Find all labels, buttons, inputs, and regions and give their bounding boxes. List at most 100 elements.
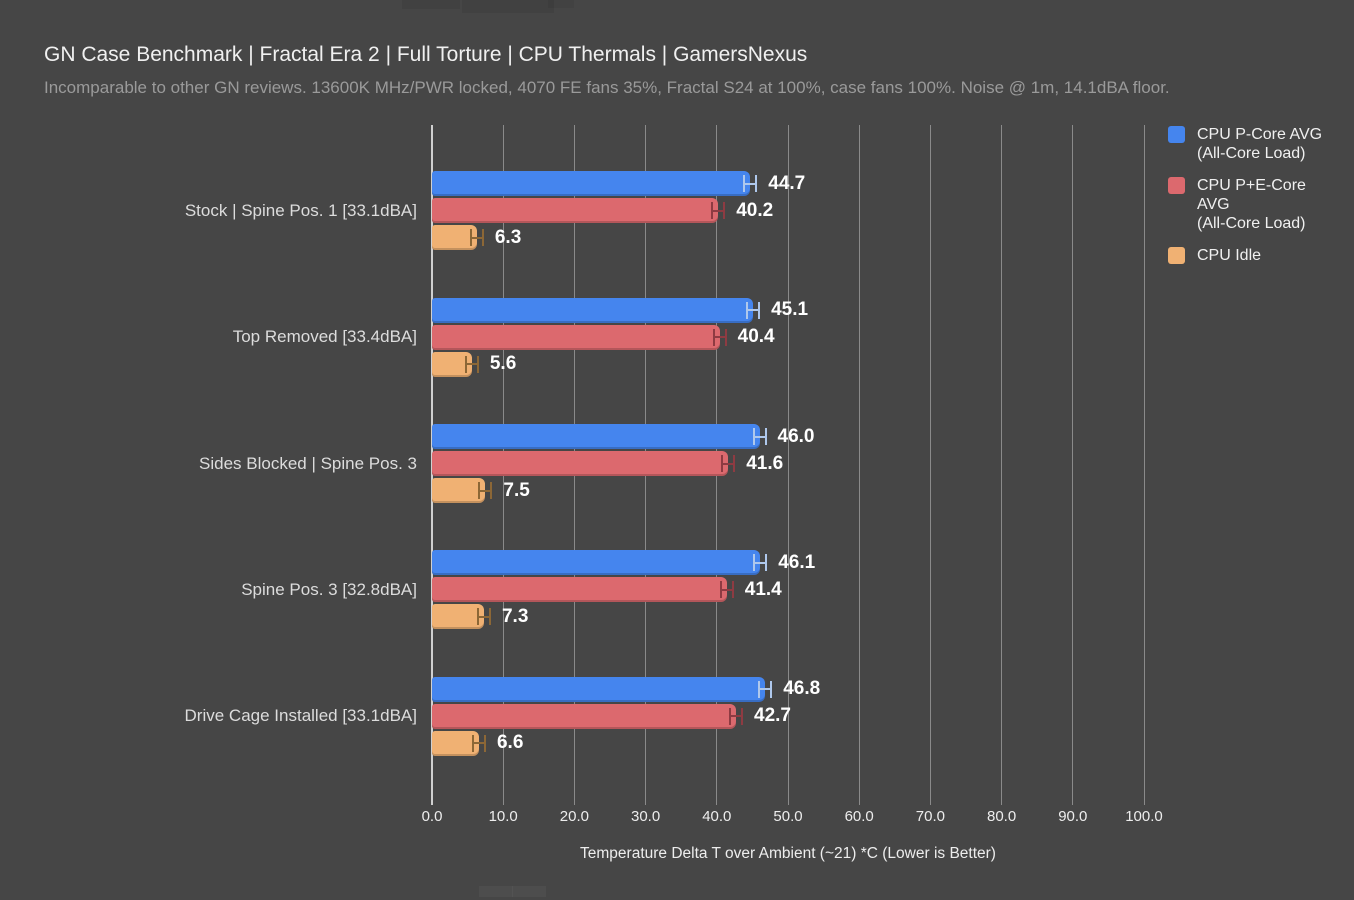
bar-cpu-p-e-core-avg-all-core-load- [432, 451, 729, 477]
value-label: 40.2 [736, 199, 774, 221]
bar-row: 46.0 [432, 424, 1144, 450]
error-bar [476, 608, 491, 626]
watermark-artifact [479, 886, 513, 897]
error-line [752, 435, 767, 438]
x-axis-label: Temperature Delta T over Ambient (~21) *… [580, 845, 996, 862]
error-bar [753, 554, 768, 572]
bar-cpu-p-core-avg-all-core-load- [432, 171, 751, 197]
error-line [743, 182, 758, 185]
gridline [1072, 125, 1074, 805]
legend-label: CPU P+E-Core AVG (All-Core Load) [1197, 177, 1306, 232]
value-label: 41.4 [744, 578, 782, 600]
error-bar [712, 328, 727, 346]
error-bar [469, 229, 484, 247]
error-line [758, 688, 773, 691]
x-tick-label: 0.0 [421, 808, 443, 825]
chart-title: GN Case Benchmark | Fractal Era 2 | Full… [44, 43, 808, 66]
bar-row: 7.3 [432, 604, 1144, 630]
value-label: 40.4 [737, 326, 775, 348]
legend-item: CPU P+E-Core AVG (All-Core Load) [1168, 176, 1348, 233]
category-label: Top Removed [33.4dBA] [232, 327, 417, 347]
bar-row: 44.7 [432, 171, 1144, 197]
error-bar [746, 301, 761, 319]
error-cap-right [724, 328, 727, 346]
error-bar [729, 707, 744, 725]
bar-row: 6.6 [432, 730, 1144, 756]
bar-group: 44.7 40.2 6.3 [432, 148, 1144, 274]
error-cap-right [755, 175, 758, 193]
value-label: 46.8 [783, 678, 821, 700]
x-tick-label: 50.0 [773, 808, 803, 825]
error-cap-right [758, 301, 761, 319]
bar-cpu-p-e-core-avg-all-core-load- [432, 577, 727, 603]
error-cap-right [490, 482, 493, 500]
bar-cpu-idle [432, 225, 477, 251]
bar-row: 40.2 [432, 198, 1144, 224]
watermark-artifact [462, 0, 554, 13]
x-tick-label: 30.0 [630, 808, 661, 825]
error-line [478, 489, 493, 492]
legend-swatch [1168, 247, 1185, 264]
error-cap-right [770, 680, 773, 698]
bar-row: 46.1 [432, 550, 1144, 576]
bar-cpu-p-core-avg-all-core-load- [432, 676, 766, 702]
error-line [476, 615, 491, 618]
legend-item: CPU Idle [1168, 246, 1348, 265]
bar-row: 41.6 [432, 451, 1144, 477]
error-cap-right [741, 707, 744, 725]
error-bar [464, 355, 479, 373]
error-line [471, 742, 486, 745]
x-tick-label: 90.0 [1058, 808, 1088, 825]
bar-row: 40.4 [432, 324, 1144, 350]
error-cap-right [764, 428, 767, 446]
error-line [469, 236, 484, 239]
legend-swatch [1168, 126, 1185, 143]
error-line [753, 561, 768, 564]
legend-item: CPU P-Core AVG (All-Core Load) [1168, 125, 1348, 163]
bar-cpu-p-e-core-avg-all-core-load- [432, 324, 720, 350]
error-line [464, 363, 479, 366]
value-label: 42.7 [754, 705, 791, 727]
error-bar [711, 202, 726, 220]
bar-cpu-p-core-avg-all-core-load- [432, 424, 760, 450]
bar-row: 41.4 [432, 577, 1144, 603]
bar-cpu-p-core-avg-all-core-load- [432, 550, 761, 576]
error-cap-right [481, 229, 484, 247]
value-label: 7.3 [501, 605, 529, 627]
bar-cpu-idle [432, 730, 479, 756]
error-cap-right [731, 581, 734, 599]
value-label: 46.1 [778, 551, 816, 573]
bar-cpu-idle [432, 478, 486, 504]
error-line [729, 715, 744, 718]
bar-row: 7.5 [432, 478, 1144, 504]
bar-group: 46.8 42.7 6.6 [432, 653, 1144, 779]
error-bar [721, 455, 736, 473]
error-bar [719, 581, 734, 599]
x-tick-label: 80.0 [986, 808, 1017, 825]
error-cap-right [488, 608, 491, 626]
bar-group: 45.1 40.4 5.6 [432, 274, 1144, 400]
error-line [711, 209, 726, 212]
bar-row: 5.6 [432, 351, 1144, 377]
error-bar [743, 175, 758, 193]
bar-row: 42.7 [432, 703, 1144, 729]
bar-cpu-p-e-core-avg-all-core-load- [432, 703, 737, 729]
x-tick-label: 10.0 [488, 808, 518, 825]
watermark-artifact [512, 886, 546, 897]
error-line [712, 336, 727, 339]
category-label: Stock | Spine Pos. 1 [33.1dBA] [184, 200, 417, 220]
error-line [719, 588, 734, 591]
category-label: Spine Pos. 3 [32.8dBA] [241, 579, 417, 599]
legend: CPU P-Core AVG (All-Core Load) CPU P+E-Cor… [1168, 125, 1348, 265]
watermark-artifact [402, 0, 460, 9]
watermark-artifact [548, 0, 574, 8]
value-label: 44.7 [768, 172, 806, 194]
bar-cpu-p-e-core-avg-all-core-load- [432, 198, 719, 224]
gridline [858, 125, 860, 805]
x-tick-label: 40.0 [702, 808, 732, 825]
bar-row: 6.3 [432, 225, 1144, 251]
legend-label: CPU Idle [1197, 247, 1262, 264]
value-label: 5.6 [489, 353, 517, 375]
category-label: Sides Blocked | Spine Pos. 3 [199, 453, 417, 473]
x-tick-label: 70.0 [915, 808, 945, 825]
